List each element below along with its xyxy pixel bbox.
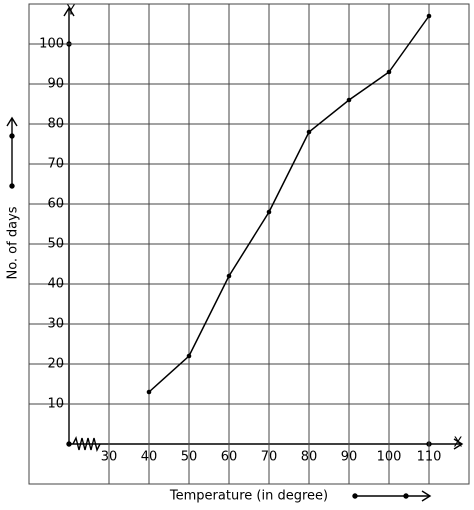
data-point: [146, 389, 152, 395]
x-tick-label: 50: [181, 450, 198, 465]
x-tick-label: 70: [261, 450, 278, 465]
y-tick-label: 90: [47, 77, 64, 92]
y-tick-label: 20: [47, 357, 64, 372]
x-tick-label: 100: [377, 450, 402, 465]
data-point: [346, 97, 352, 103]
y-axis-label: No. of days: [6, 206, 21, 279]
data-point: [186, 353, 192, 359]
data-point: [426, 13, 432, 19]
y-axis-name: Y: [66, 4, 75, 19]
y-tick-label: 30: [47, 317, 64, 332]
data-point: [306, 129, 312, 135]
data-point: [266, 209, 272, 215]
data-point: [386, 69, 392, 75]
data-point: [226, 273, 232, 279]
x-axis-label: Temperature (in degree): [169, 489, 328, 504]
x-tick-label: 30: [101, 450, 118, 465]
y-tick-label: 50: [47, 237, 64, 252]
decor: [6, 3, 470, 502]
x-tick-label: 60: [221, 450, 238, 465]
x-tick-label: 90: [341, 450, 358, 465]
x-tick-label: 110: [417, 450, 442, 465]
y-tick-label: 80: [47, 117, 64, 132]
y-tick-label: 10: [47, 397, 64, 412]
x-tick-label: 80: [301, 450, 318, 465]
y-tick-label: 40: [47, 277, 64, 292]
y-tick-label: 70: [47, 157, 64, 172]
y-tick-label: 100: [39, 37, 64, 52]
data-line: [148, 15, 430, 393]
x-tick-label: 40: [141, 450, 158, 465]
x-axis-name: X: [454, 436, 463, 451]
y-tick-label: 60: [47, 197, 64, 212]
